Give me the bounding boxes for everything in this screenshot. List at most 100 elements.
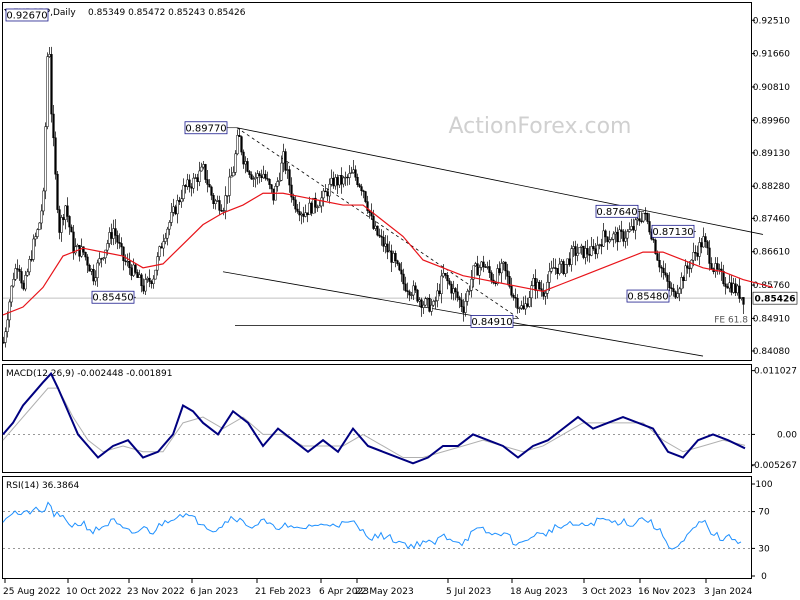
candle-body (502, 261, 505, 264)
candle-body (112, 228, 115, 239)
candle-body (636, 218, 639, 221)
candle-body (618, 229, 621, 243)
candle-body (198, 170, 201, 182)
candle-body (194, 177, 197, 179)
candle-body (32, 238, 35, 260)
candle-body (668, 281, 671, 289)
candle-body (642, 212, 645, 222)
candle-body (332, 177, 335, 187)
candle-body (294, 199, 297, 210)
date-tick-label: 23 Nov 2022 (127, 587, 185, 597)
candle-body (270, 184, 273, 190)
candle-body (282, 151, 285, 164)
price-tick-label: 0.89130 (753, 149, 790, 159)
candle-body (664, 272, 667, 276)
macd-lines (2, 371, 751, 465)
candle-body (200, 166, 203, 172)
candle-body (226, 195, 229, 197)
candle-body (170, 212, 173, 223)
candle-body (464, 301, 467, 313)
candle-body (432, 301, 435, 306)
candle-body (506, 270, 509, 277)
price-tick-label: 0.88280 (753, 182, 790, 192)
candle-body (702, 236, 705, 248)
candle-body (594, 248, 597, 255)
candle-body (398, 263, 401, 271)
candle-body (396, 260, 399, 264)
candle-body (662, 267, 665, 273)
candle-body (640, 220, 643, 223)
candle-body (378, 234, 381, 237)
candle-body (374, 225, 377, 229)
date-tick-label: 18 Aug 2023 (510, 587, 568, 597)
candle-body (208, 184, 211, 188)
candle-body (566, 258, 569, 265)
candle-body (166, 228, 169, 239)
candle-body (698, 242, 701, 257)
candle-body (704, 236, 707, 242)
candle-body (486, 266, 489, 268)
candle-body (110, 232, 113, 239)
candle-body (660, 266, 663, 269)
candle-body (476, 263, 479, 276)
candle-body (64, 205, 67, 220)
candle-body (596, 244, 599, 255)
candle-body (390, 250, 393, 263)
candle-body (504, 261, 507, 272)
candle-body (290, 184, 293, 198)
candle-body (54, 137, 57, 175)
candle-body (336, 177, 339, 186)
candle-body (658, 260, 661, 268)
candle-body (672, 288, 675, 292)
candle-body (514, 297, 517, 299)
candle-body (498, 268, 501, 274)
candle-body (530, 285, 533, 299)
rsi-tick-label: 70 (758, 508, 770, 518)
candle-body (22, 282, 25, 290)
candle-body (124, 260, 127, 262)
candle-body (648, 221, 651, 233)
candle-body (216, 200, 219, 202)
candle-body (534, 278, 537, 291)
candle-body (252, 178, 255, 180)
candle-body (16, 268, 19, 270)
candle-body (128, 260, 131, 269)
candle-body (176, 200, 179, 215)
candle-body (268, 178, 271, 185)
candle-body (312, 197, 315, 214)
candle-body (278, 180, 281, 182)
last-price-box (752, 291, 798, 305)
candle-body (174, 206, 177, 215)
candle-body (416, 289, 419, 302)
candle-body (62, 217, 65, 220)
candle-body (576, 252, 579, 256)
candle-body (364, 191, 367, 202)
candle-body (218, 200, 221, 211)
candle-body (634, 219, 637, 231)
candle-body (508, 276, 511, 287)
candle-body (26, 271, 29, 276)
candle-body (726, 286, 729, 289)
candle-body (450, 283, 453, 294)
candle-body (58, 209, 61, 233)
candle-body (392, 253, 395, 263)
candle-body (420, 299, 423, 308)
candle-body (346, 176, 349, 179)
candle-body (352, 169, 355, 173)
candle-body (478, 267, 481, 276)
candle-body (552, 267, 555, 269)
candle-body (4, 331, 7, 343)
price-annotation-label: 0.89770 (185, 123, 226, 134)
macd-title: MACD(12,26,9) -0.002448 -0.001891 (6, 369, 172, 379)
candle-body (424, 298, 427, 306)
candle-body (12, 279, 15, 287)
candle-body (558, 263, 561, 274)
candle-body (232, 172, 235, 177)
candle-body (238, 135, 241, 137)
candle-body (564, 264, 567, 274)
candle-body (696, 252, 699, 257)
candle-body (280, 162, 283, 181)
candle-body (674, 291, 677, 298)
candle-body (500, 263, 503, 274)
candle-body (612, 233, 615, 240)
